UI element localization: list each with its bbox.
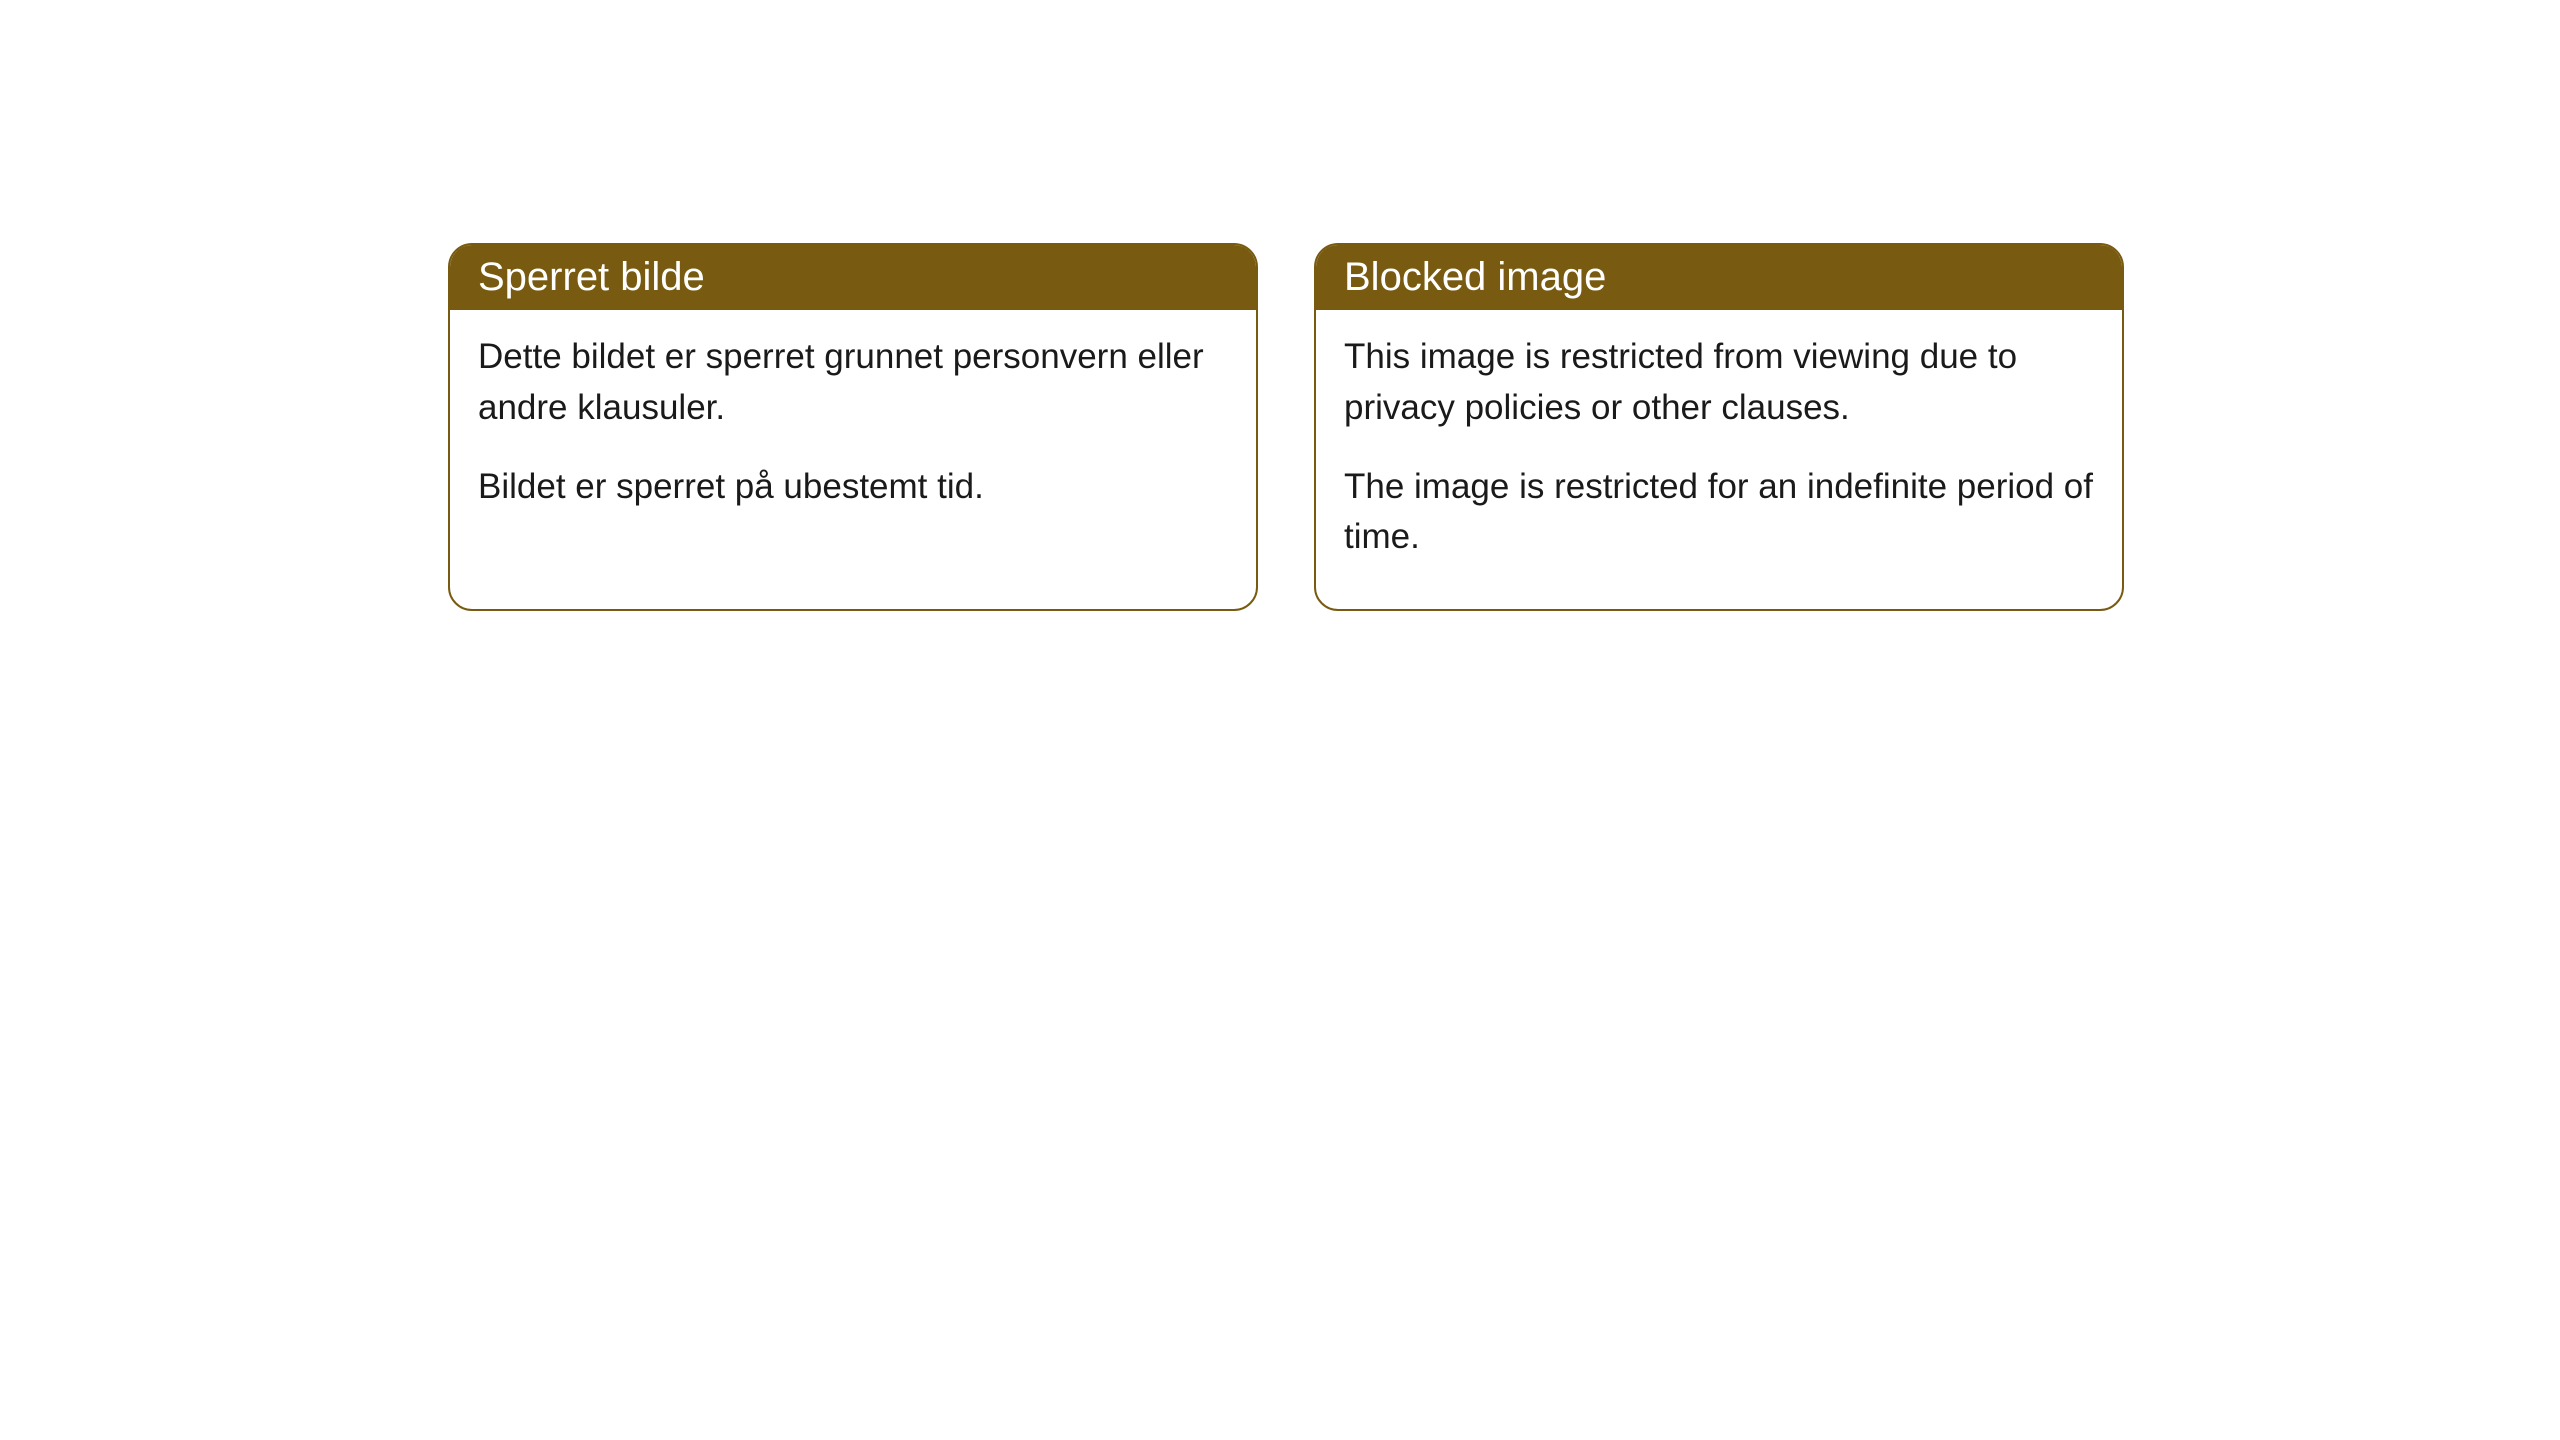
card-text-norwegian-2: Bildet er sperret på ubestemt tid. — [478, 462, 1228, 513]
blocked-image-card-english: Blocked image This image is restricted f… — [1314, 243, 2124, 611]
card-header-norwegian: Sperret bilde — [450, 245, 1256, 310]
card-body-english: This image is restricted from viewing du… — [1316, 310, 2122, 609]
card-text-norwegian-1: Dette bildet er sperret grunnet personve… — [478, 332, 1228, 434]
card-body-norwegian: Dette bildet er sperret grunnet personve… — [450, 310, 1256, 558]
card-header-english: Blocked image — [1316, 245, 2122, 310]
card-text-english-1: This image is restricted from viewing du… — [1344, 332, 2094, 434]
cards-container: Sperret bilde Dette bildet er sperret gr… — [0, 0, 2560, 611]
card-text-english-2: The image is restricted for an indefinit… — [1344, 462, 2094, 564]
blocked-image-card-norwegian: Sperret bilde Dette bildet er sperret gr… — [448, 243, 1258, 611]
